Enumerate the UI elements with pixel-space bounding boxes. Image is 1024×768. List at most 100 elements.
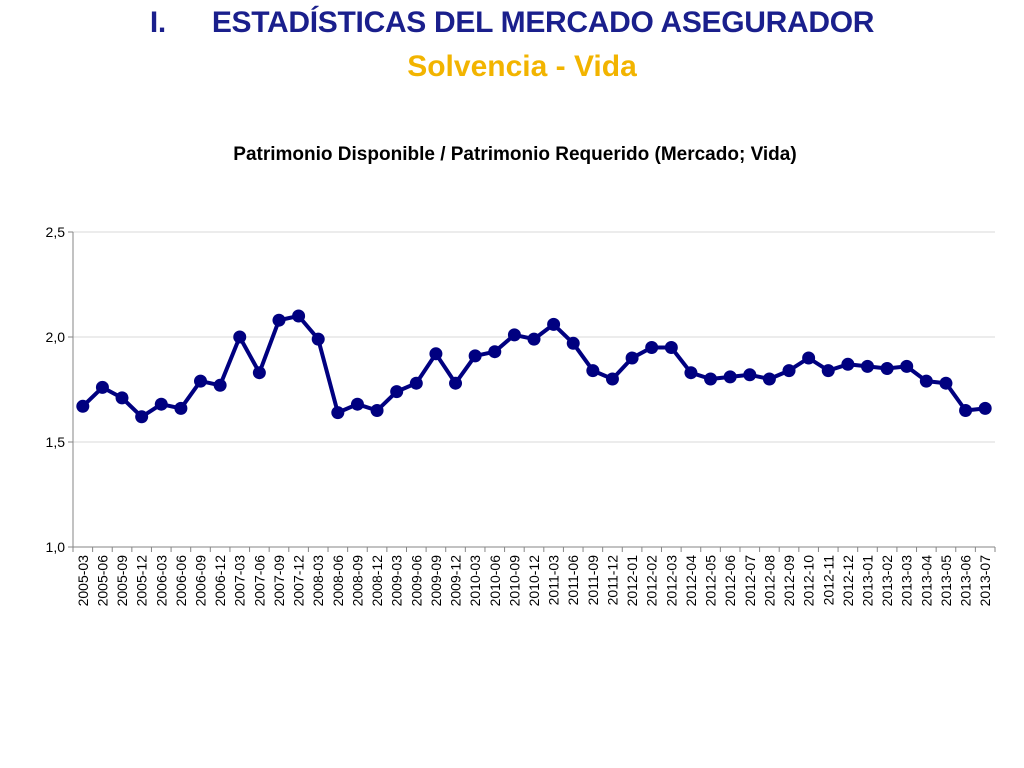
- x-tick-label: 2005-06: [94, 555, 110, 607]
- x-tick-label: 2013-03: [899, 555, 915, 607]
- x-tick-label: 2006-03: [153, 555, 169, 607]
- data-point: [311, 332, 325, 346]
- data-point: [919, 374, 933, 388]
- x-tick-label: 2009-03: [389, 555, 405, 607]
- data-point: [390, 385, 404, 399]
- x-tick-label: 2012-10: [801, 555, 817, 607]
- data-point: [723, 370, 737, 384]
- x-tick-label: 2010-06: [487, 555, 503, 607]
- data-point: [115, 391, 129, 405]
- x-tick-label: 2005-03: [75, 555, 91, 607]
- data-point: [154, 397, 168, 411]
- x-tick-label: 2012-12: [840, 555, 856, 607]
- data-point: [488, 345, 502, 359]
- data-point: [194, 374, 208, 388]
- y-tick-label: 2,0: [46, 329, 66, 345]
- y-tick-label: 1,0: [46, 539, 66, 555]
- slide-subtitle: Solvencia - Vida: [407, 50, 637, 83]
- y-tick-label: 2,5: [46, 224, 66, 240]
- y-tick-label: 1,5: [46, 434, 66, 450]
- data-point: [664, 341, 678, 354]
- data-point: [409, 376, 423, 390]
- data-point: [566, 336, 580, 350]
- data-point: [292, 309, 306, 323]
- x-tick-label: 2013-07: [977, 555, 993, 607]
- x-tick-label: 2012-04: [683, 555, 699, 607]
- x-tick-label: 2012-09: [781, 555, 797, 607]
- x-tick-label: 2010-03: [467, 555, 483, 607]
- section-title: ESTADÍSTICAS DEL MERCADO ASEGURADOR: [211, 6, 875, 39]
- data-point: [174, 401, 188, 415]
- data-point: [743, 368, 757, 382]
- data-point: [135, 410, 149, 424]
- x-tick-label: 2006-12: [212, 555, 228, 607]
- data-point: [213, 378, 227, 392]
- data-point: [605, 372, 619, 386]
- x-tick-label: 2012-11: [820, 555, 836, 606]
- data-point: [860, 359, 874, 373]
- data-point: [350, 397, 364, 411]
- x-tick-label: 2013-01: [859, 555, 875, 607]
- x-tick-label: 2013-05: [938, 555, 954, 607]
- data-point: [272, 313, 286, 327]
- data-point: [547, 317, 561, 331]
- x-tick-label: 2009-06: [408, 555, 424, 607]
- x-tick-label: 2008-03: [310, 555, 326, 607]
- x-tick-label: 2009-12: [448, 555, 464, 607]
- x-axis-ticks: 2005-03 2005-06 2005-09 2005-12 2006-03 2006-…: [72, 547, 996, 607]
- data-point: [233, 330, 247, 344]
- data-point: [331, 406, 345, 420]
- data-point: [429, 347, 443, 361]
- x-tick-label: 2012-05: [703, 555, 719, 607]
- data-point: [507, 328, 521, 342]
- x-tick-label: 2012-01: [624, 555, 640, 607]
- data-point: [782, 364, 796, 378]
- data-point: [449, 376, 463, 390]
- x-tick-label: 2007-06: [251, 555, 267, 607]
- x-tick-label: 2011-03: [546, 555, 562, 606]
- x-tick-label: 2012-06: [722, 555, 738, 607]
- x-tick-label: 2012-08: [761, 555, 777, 607]
- x-tick-label: 2012-07: [742, 555, 758, 607]
- data-point: [625, 351, 639, 365]
- data-point: [900, 359, 914, 373]
- x-tick-label: 2007-12: [291, 555, 307, 607]
- data-point: [762, 372, 776, 386]
- data-point: [704, 372, 718, 386]
- x-tick-label: 2006-06: [173, 555, 189, 607]
- data-point: [978, 401, 992, 415]
- section-number: I.: [149, 6, 166, 39]
- x-tick-label: 2008-12: [369, 555, 385, 607]
- x-tick-label: 2013-04: [918, 555, 934, 607]
- x-tick-label: 2012-03: [663, 555, 679, 607]
- x-tick-label: 2011-09: [585, 555, 601, 606]
- x-tick-label: 2008-09: [349, 555, 365, 607]
- x-tick-label: 2011-06: [565, 555, 581, 606]
- axes: [72, 232, 995, 548]
- data-point: [939, 376, 953, 390]
- data-point: [821, 364, 835, 378]
- x-tick-label: 2007-03: [232, 555, 248, 607]
- chart-title: Patrimonio Disponible / Patrimonio Reque…: [233, 144, 797, 165]
- x-tick-label: 2010-12: [526, 555, 542, 607]
- data-point: [880, 362, 894, 375]
- x-tick-label: 2009-09: [428, 555, 444, 607]
- slide-title: I. ESTADÍSTICAS DEL MERCADO ASEGURADOR: [0, 6, 1024, 40]
- x-tick-label: 2013-06: [958, 555, 974, 607]
- data-point: [95, 380, 109, 394]
- y-axis-ticks: 1,0 1,5 2,0 2,5: [46, 224, 73, 555]
- x-tick-label: 2005-09: [114, 555, 130, 607]
- series: [76, 309, 992, 424]
- data-point: [586, 364, 600, 378]
- data-point: [959, 404, 973, 417]
- data-point: [76, 399, 90, 413]
- x-tick-label: 2012-02: [644, 555, 660, 607]
- x-tick-label: 2013-02: [879, 555, 895, 607]
- data-point: [802, 351, 816, 365]
- data-point: [252, 366, 266, 380]
- x-tick-label: 2010-09: [506, 555, 522, 607]
- data-point: [468, 349, 482, 363]
- x-tick-label: 2011-12: [604, 555, 620, 606]
